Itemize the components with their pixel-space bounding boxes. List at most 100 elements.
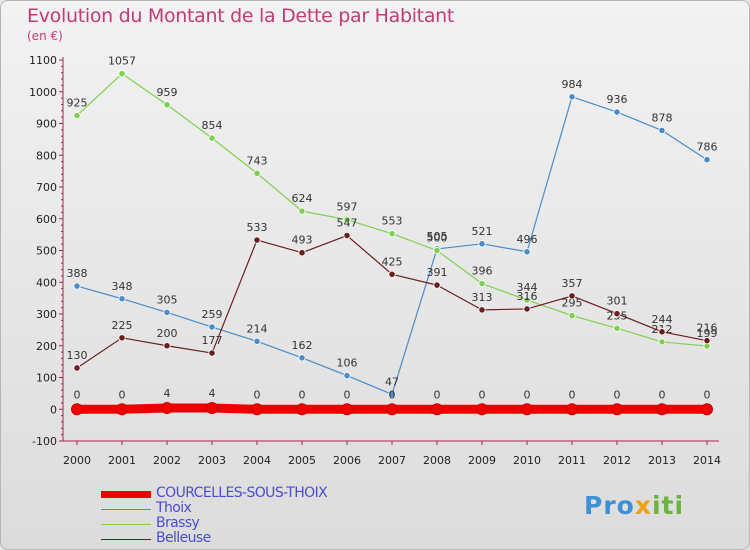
legend-item-belleuse: Belleuse bbox=[101, 530, 401, 547]
data-label: 391 bbox=[427, 266, 448, 279]
data-point bbox=[568, 93, 576, 101]
data-point bbox=[703, 156, 711, 164]
data-point bbox=[611, 403, 623, 416]
data-label: 0 bbox=[614, 388, 621, 401]
data-point bbox=[161, 401, 173, 414]
y-tick-label: 0 bbox=[50, 403, 57, 416]
legend-label-brassy: Brassy bbox=[156, 515, 200, 531]
data-point bbox=[206, 401, 218, 414]
data-point bbox=[568, 292, 576, 300]
data-label: 854 bbox=[202, 119, 223, 132]
data-point bbox=[163, 308, 171, 317]
data-point bbox=[118, 334, 126, 342]
data-point bbox=[478, 240, 486, 248]
data-point bbox=[613, 310, 621, 318]
y-tick-label: 1000 bbox=[29, 86, 57, 99]
x-tick-label: 2011 bbox=[558, 454, 586, 467]
legend-swatch-thoix bbox=[101, 509, 151, 510]
data-label: 162 bbox=[292, 339, 313, 352]
legend-item-courcelles: COURCELLES-SOUS-THOIX bbox=[101, 485, 401, 502]
data-point bbox=[476, 403, 488, 416]
x-tick-label: 2007 bbox=[378, 454, 406, 467]
data-point bbox=[208, 349, 216, 357]
y-tick-label: 200 bbox=[36, 340, 57, 353]
data-label: 4 bbox=[209, 387, 216, 400]
data-point bbox=[71, 403, 83, 416]
data-label: 316 bbox=[517, 290, 538, 303]
legend-label-thoix: Thoix bbox=[156, 500, 192, 516]
chart-unit: (en €) bbox=[27, 29, 63, 43]
data-label: 199 bbox=[697, 327, 718, 340]
data-label: 0 bbox=[299, 388, 306, 401]
x-tick-label: 2012 bbox=[603, 454, 631, 467]
data-label: 0 bbox=[254, 388, 261, 401]
data-label: 496 bbox=[517, 233, 538, 246]
data-point bbox=[433, 281, 441, 289]
data-label: 500 bbox=[427, 232, 448, 245]
data-point bbox=[656, 403, 668, 416]
data-label: 216 bbox=[697, 322, 718, 335]
data-label: 925 bbox=[67, 97, 88, 110]
legend-item-brassy: Brassy bbox=[101, 515, 401, 532]
data-point bbox=[341, 403, 353, 416]
data-point bbox=[296, 403, 308, 416]
chart-title: Evolution du Montant de la Dette par Hab… bbox=[27, 5, 455, 27]
data-point bbox=[431, 403, 443, 416]
data-point bbox=[566, 403, 578, 416]
legend-label-courcelles: COURCELLES-SOUS-THOIX bbox=[156, 485, 328, 501]
data-point bbox=[478, 279, 486, 288]
data-label: 225 bbox=[112, 319, 133, 332]
x-tick-label: 2005 bbox=[288, 454, 316, 467]
data-label: 47 bbox=[385, 375, 399, 388]
data-point bbox=[701, 403, 713, 416]
data-point bbox=[433, 246, 441, 255]
data-label: 547 bbox=[337, 217, 358, 230]
data-point bbox=[253, 236, 261, 244]
data-label: 959 bbox=[157, 86, 178, 99]
data-point bbox=[658, 126, 666, 135]
data-label: 743 bbox=[247, 154, 268, 167]
data-point bbox=[208, 134, 216, 142]
x-tick-label: 2006 bbox=[333, 454, 361, 467]
data-label: 0 bbox=[389, 388, 396, 401]
data-point bbox=[658, 328, 666, 336]
data-point bbox=[343, 231, 351, 240]
data-point bbox=[613, 324, 621, 332]
legend-swatch-brassy bbox=[101, 524, 151, 525]
data-label: 553 bbox=[382, 215, 403, 228]
data-label: 388 bbox=[67, 267, 88, 280]
data-point bbox=[523, 248, 531, 256]
data-label: 200 bbox=[157, 327, 178, 340]
y-tick-label: 400 bbox=[36, 276, 57, 289]
proxiti-logo: Proxiti bbox=[584, 491, 685, 520]
data-label: 493 bbox=[292, 234, 313, 247]
data-point bbox=[343, 371, 351, 380]
x-tick-label: 2001 bbox=[108, 454, 136, 467]
data-label: 521 bbox=[472, 225, 493, 238]
data-label: 313 bbox=[472, 291, 493, 304]
x-tick-label: 2010 bbox=[513, 454, 541, 467]
data-point bbox=[73, 111, 81, 120]
legend-swatch-belleuse bbox=[101, 539, 151, 540]
y-tick-label: 700 bbox=[36, 181, 57, 194]
series-line-thoix bbox=[76, 96, 708, 395]
data-point bbox=[343, 216, 351, 224]
x-tick-label: 2002 bbox=[153, 454, 181, 467]
x-tick-label: 2013 bbox=[648, 454, 676, 467]
data-point bbox=[658, 338, 666, 346]
data-point bbox=[388, 230, 396, 238]
data-label: 878 bbox=[652, 111, 673, 124]
y-tick-label: 100 bbox=[36, 372, 57, 385]
data-point bbox=[298, 249, 306, 257]
data-label: 348 bbox=[112, 280, 133, 293]
data-label: 295 bbox=[562, 297, 583, 310]
data-label: 396 bbox=[472, 265, 493, 278]
data-label: 357 bbox=[562, 277, 583, 290]
y-tick-label: 300 bbox=[36, 308, 57, 321]
data-point bbox=[386, 403, 398, 416]
legend-swatch-courcelles bbox=[101, 491, 151, 498]
y-tick-label: 800 bbox=[36, 149, 57, 162]
data-label: 0 bbox=[704, 388, 711, 401]
x-tick-label: 2004 bbox=[243, 454, 271, 467]
